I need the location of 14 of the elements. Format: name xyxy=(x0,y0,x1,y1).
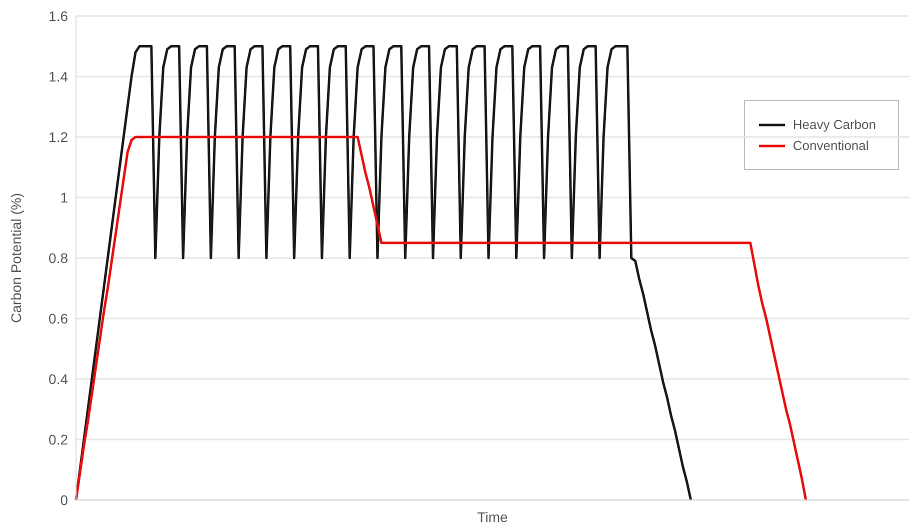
y-axis-title: Carbon Potential (%) xyxy=(8,193,24,323)
y-tick-label: 1 xyxy=(60,189,68,206)
legend-label: Conventional xyxy=(792,138,869,153)
y-tick-label: 0.4 xyxy=(48,370,68,387)
x-axis-title: Time xyxy=(477,509,508,525)
y-tick-label: 0.8 xyxy=(48,250,68,266)
y-tick-label: 1.6 xyxy=(48,8,68,24)
y-tick-label: 0.6 xyxy=(48,310,68,326)
legend-label: Heavy Carbon xyxy=(792,117,876,132)
y-tick-label: 0 xyxy=(60,492,68,508)
line-series xyxy=(74,45,692,500)
y-tick-label: 0.2 xyxy=(48,431,68,448)
y-tick-label: 1.4 xyxy=(48,68,68,84)
y-tick-label: 1.2 xyxy=(48,128,68,145)
